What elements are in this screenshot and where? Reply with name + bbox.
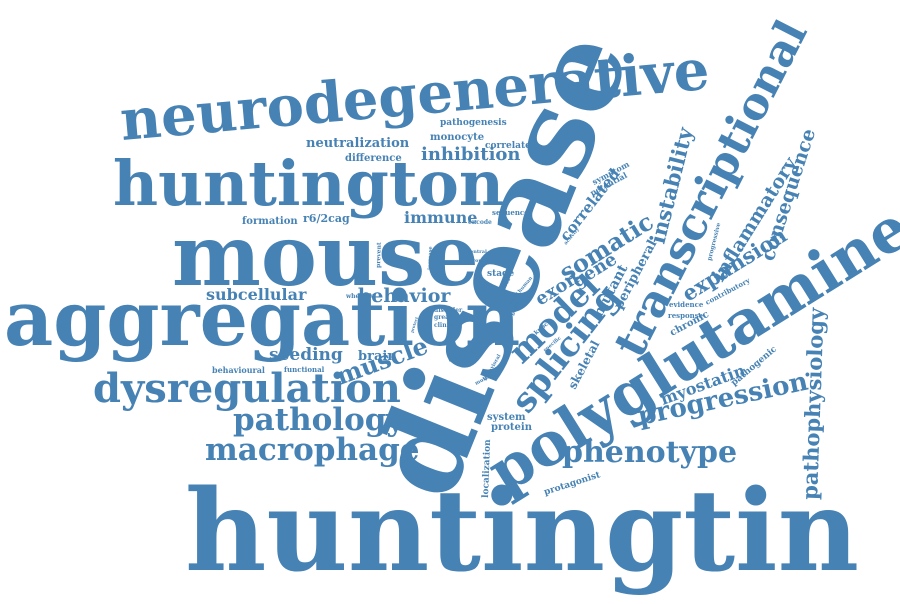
word-sequence: sequence [492, 208, 529, 217]
word-evidence: evidence [669, 300, 704, 309]
word-protein: protein [491, 422, 533, 433]
word-aggregation: aggregation [4, 274, 520, 363]
word-macrophage: macrophage [205, 432, 419, 468]
word-seeding: seeding [269, 345, 343, 365]
word-r6-2cag: r6/2cag [303, 212, 350, 225]
word-greater: greater [434, 314, 460, 321]
word-neutralization: neutralization [306, 136, 410, 151]
word-mouse: mouse [172, 206, 479, 305]
word-correlate: correlate [485, 141, 531, 151]
word-stage: stage [487, 269, 514, 279]
word-increase: increase [427, 246, 434, 270]
word-protect: protect [409, 316, 419, 333]
word-difference: difference [345, 153, 402, 164]
word-system: system [487, 412, 526, 423]
word-brain: brain [358, 349, 397, 364]
word-monocyte: monocyte [430, 132, 484, 143]
word-disorder: disorder [434, 307, 463, 314]
word-pathogenesis: pathogenesis [440, 118, 507, 128]
word-prevent: prevent [375, 242, 383, 268]
word-pathology: pathology [233, 402, 405, 438]
word-behavior: behavior [358, 285, 451, 307]
word-clinical: clinical [434, 322, 459, 329]
word-formation: formation [242, 216, 298, 227]
word-better: better [510, 298, 522, 316]
word-phenotype: phenotype [562, 435, 737, 470]
word-functional: functional [284, 365, 325, 374]
word-dysregulation: dysregulation [93, 365, 401, 412]
word-encode: encode [468, 219, 492, 226]
word-huntington: huntington [113, 147, 504, 220]
word-huntingtin: huntingtin [185, 466, 859, 597]
word-central: central [467, 249, 487, 255]
word-immune: immune [404, 208, 477, 227]
word-localization: localization [481, 439, 493, 498]
word-atrophy: atrophy [467, 258, 490, 264]
word-response: response [668, 311, 704, 320]
word-behavioural: behavioural [212, 365, 265, 375]
word-subcellular: subcellular [206, 285, 307, 304]
word-inhibition: inhibition [421, 144, 521, 165]
word-whereas: whereas [345, 293, 374, 300]
